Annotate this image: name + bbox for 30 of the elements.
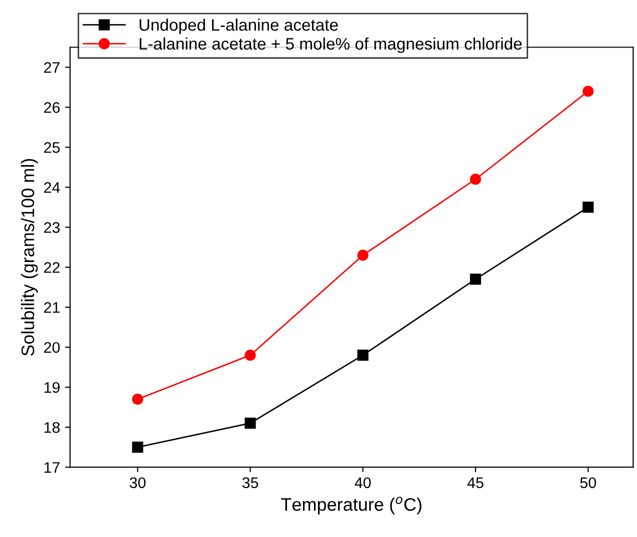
y-tick-label: 20	[44, 342, 60, 353]
point	[132, 394, 144, 405]
y-tick-label: 23	[44, 222, 60, 233]
y-tick-label: 17	[44, 462, 60, 473]
y-tick-label: 24	[44, 182, 60, 193]
x-tick-label: 35	[242, 477, 258, 488]
y-tick-label: 27	[44, 62, 60, 73]
point	[470, 174, 482, 185]
y-tick-label: 25	[44, 142, 60, 153]
point	[357, 250, 368, 261]
y-tick-label: 22	[44, 262, 60, 273]
point	[244, 350, 256, 361]
point	[132, 442, 144, 453]
y-tick-label: 21	[44, 302, 60, 313]
point	[582, 202, 594, 213]
point	[582, 86, 594, 97]
y-tick-label: 26	[44, 102, 60, 113]
y-tick-label: 18	[44, 422, 60, 433]
point	[244, 418, 256, 429]
point	[470, 274, 482, 285]
y-axis-title: Solubility (grams/100 ml)	[20, 159, 38, 356]
x-axis-title: Temperature ($^{o}$C)	[281, 496, 422, 514]
x-tick-label: 30	[130, 477, 146, 488]
x-tick-label: 50	[580, 477, 596, 488]
y-tick-label: 19	[44, 382, 60, 393]
x-tick-label: 45	[467, 477, 484, 488]
point	[357, 350, 368, 361]
legend-label: Undoped L-alanine acetate	[140, 18, 338, 34]
legend-label: L-alanine acetate + 5 mole% of magnesium chloride	[140, 37, 522, 53]
x-tick-label: 40	[354, 477, 371, 488]
